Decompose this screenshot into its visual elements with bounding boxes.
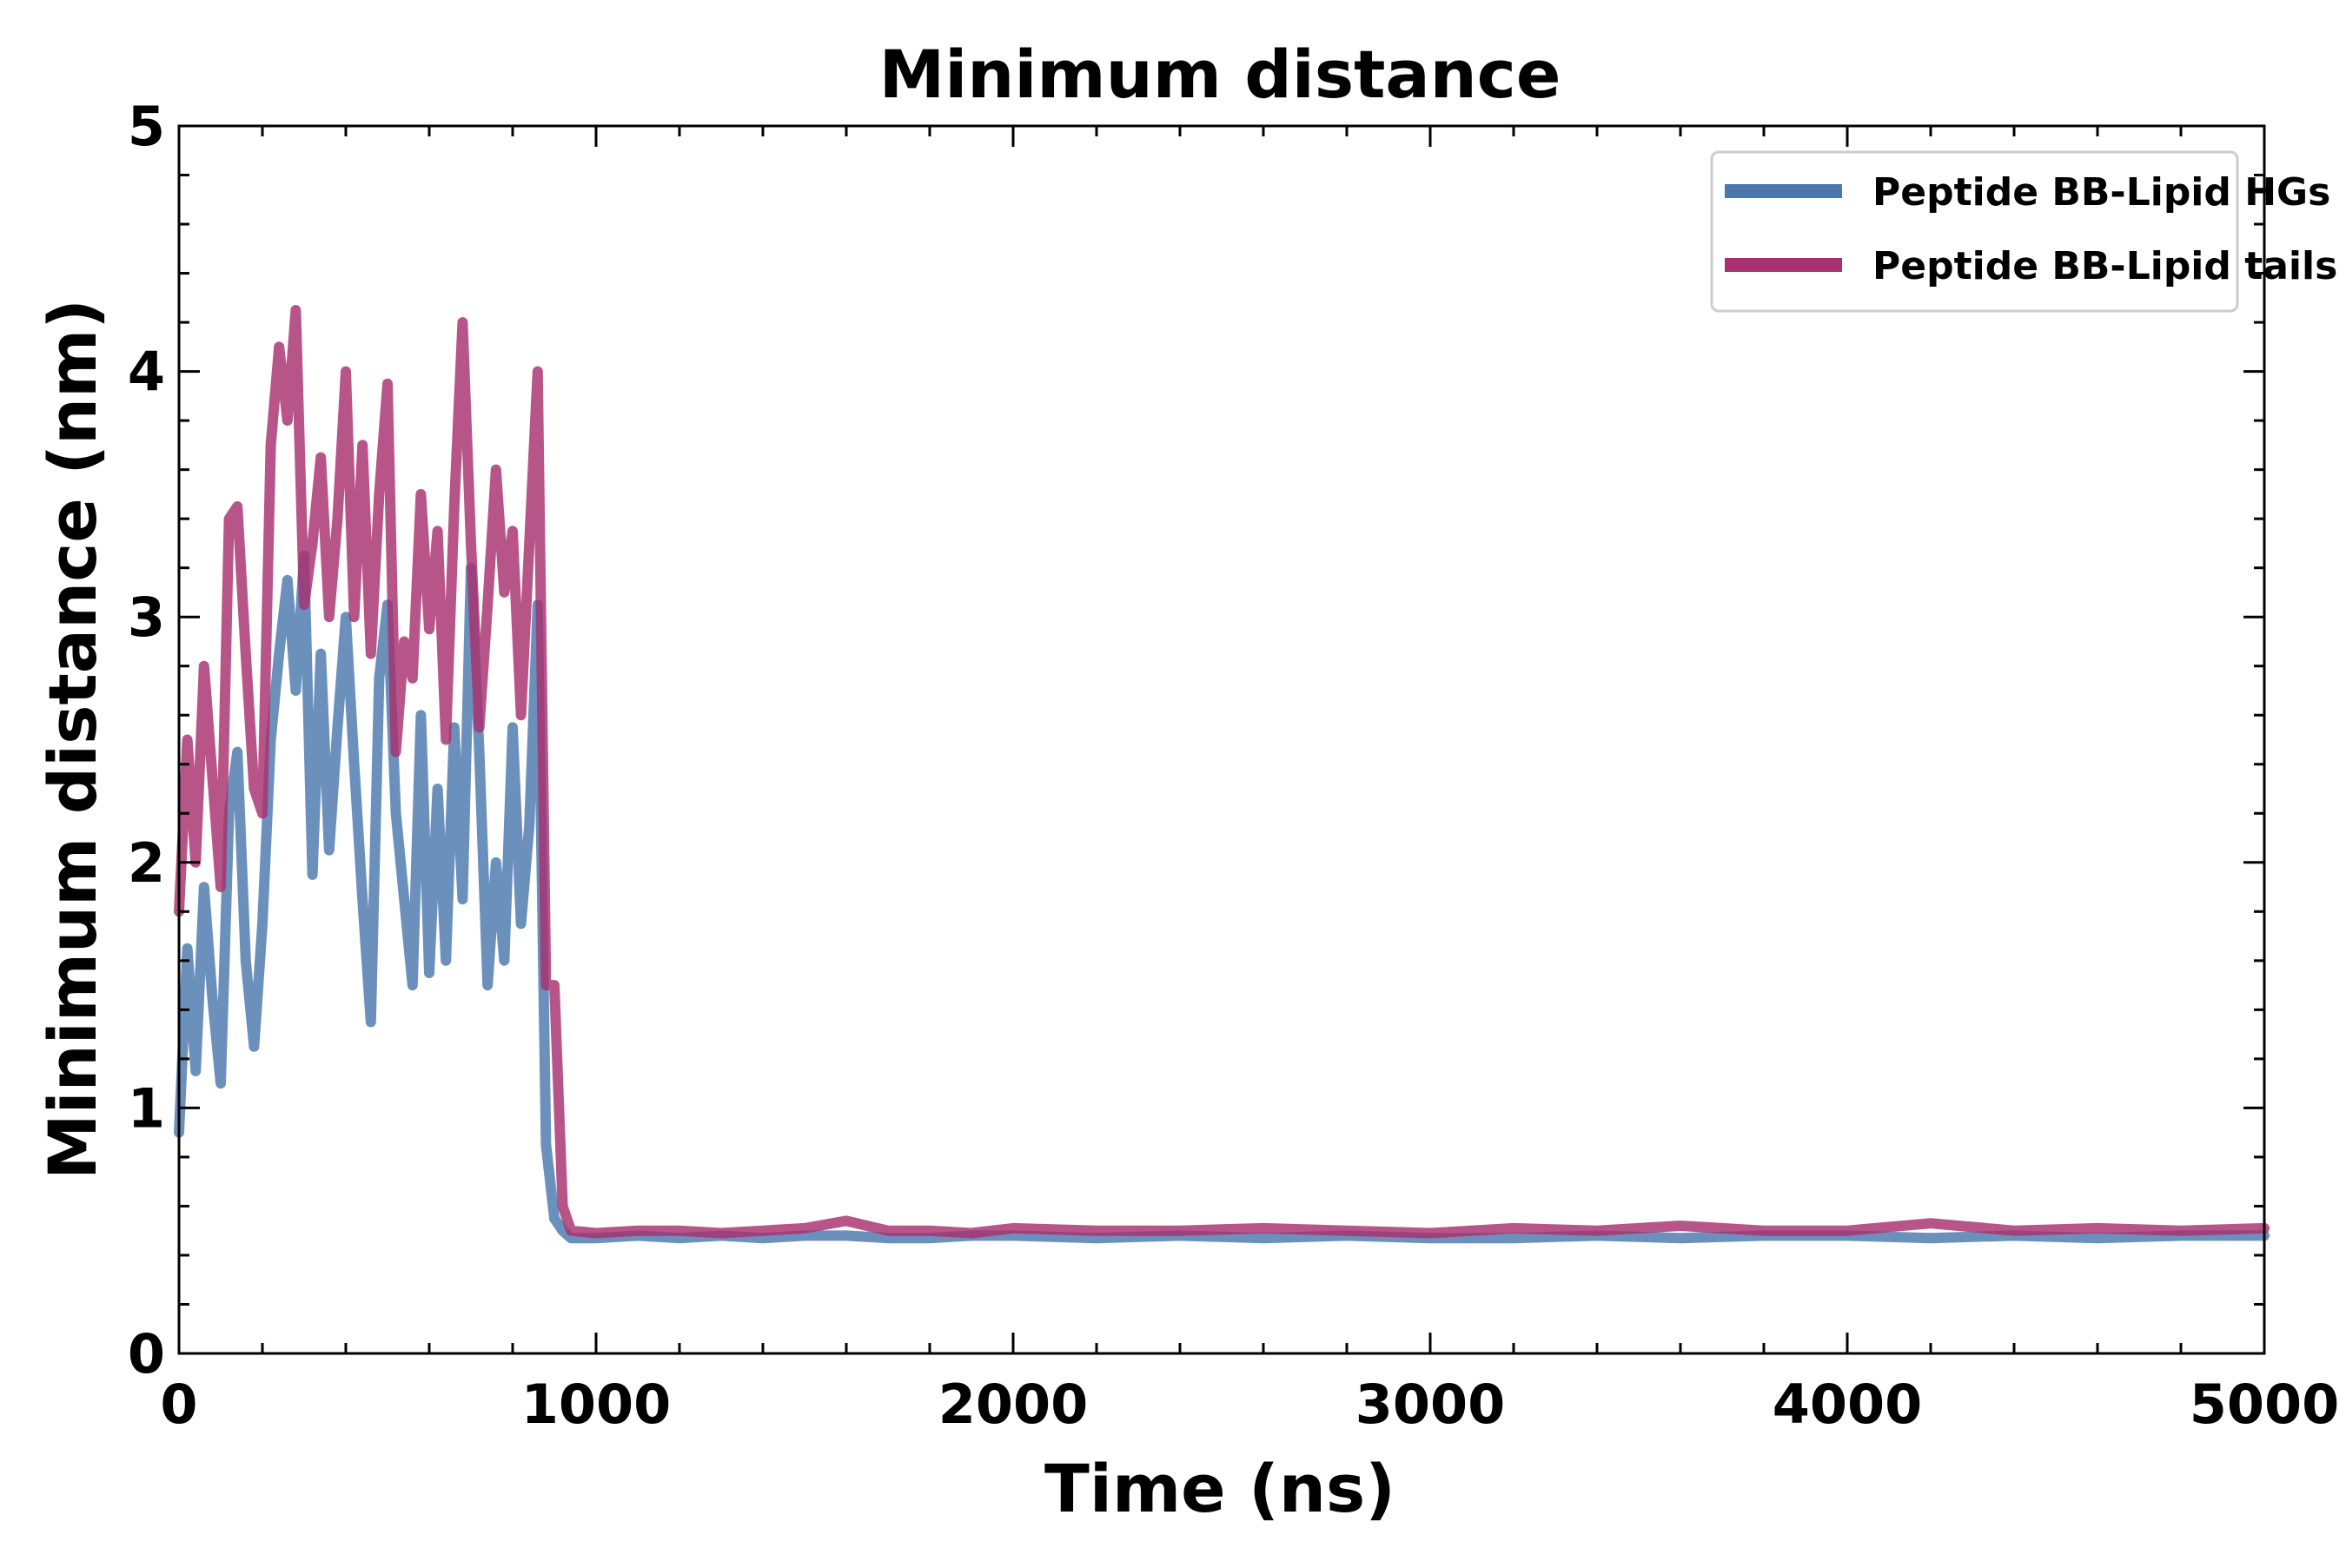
series-layer: [174, 305, 2270, 1244]
y-tick-label: 3: [128, 586, 165, 649]
y-tick-label: 5: [128, 95, 165, 158]
x-tick-label: 4000: [1773, 1373, 1923, 1436]
x-axis-label: Time (ns): [1044, 1450, 1395, 1527]
x-tick-label: 2000: [938, 1373, 1089, 1436]
plot-frame: [177, 124, 2266, 1355]
legend: Peptide BB-Lipid HGs Peptide BB-Lipid ta…: [1710, 150, 2337, 313]
x-tick-label: 5000: [2190, 1373, 2340, 1436]
x-tick-label: 1000: [521, 1373, 672, 1436]
y-tick-label: 0: [128, 1322, 165, 1386]
legend-label-hgs: Peptide BB-Lipid HGs: [1872, 170, 2330, 215]
ticks-layer: 0 1000 2000 3000 4000 5000 0 1 2 3 4 5: [128, 95, 2339, 1436]
legend-frame: [1710, 150, 2239, 313]
y-tick-label: 1: [128, 1076, 165, 1140]
series-line-0: [174, 550, 2270, 1244]
y-axis-label: Minimum distance (nm): [34, 299, 111, 1180]
series-line-1: [174, 305, 2270, 1239]
y-tick-label: 4: [128, 341, 165, 404]
legend-label-tails: Peptide BB-Lipid tails: [1872, 244, 2337, 288]
x-tick-label: 3000: [1355, 1373, 1506, 1436]
x-tick-label: 0: [160, 1373, 197, 1436]
y-tick-label: 2: [128, 831, 165, 895]
chart-title: Minimum distance: [879, 36, 1561, 113]
